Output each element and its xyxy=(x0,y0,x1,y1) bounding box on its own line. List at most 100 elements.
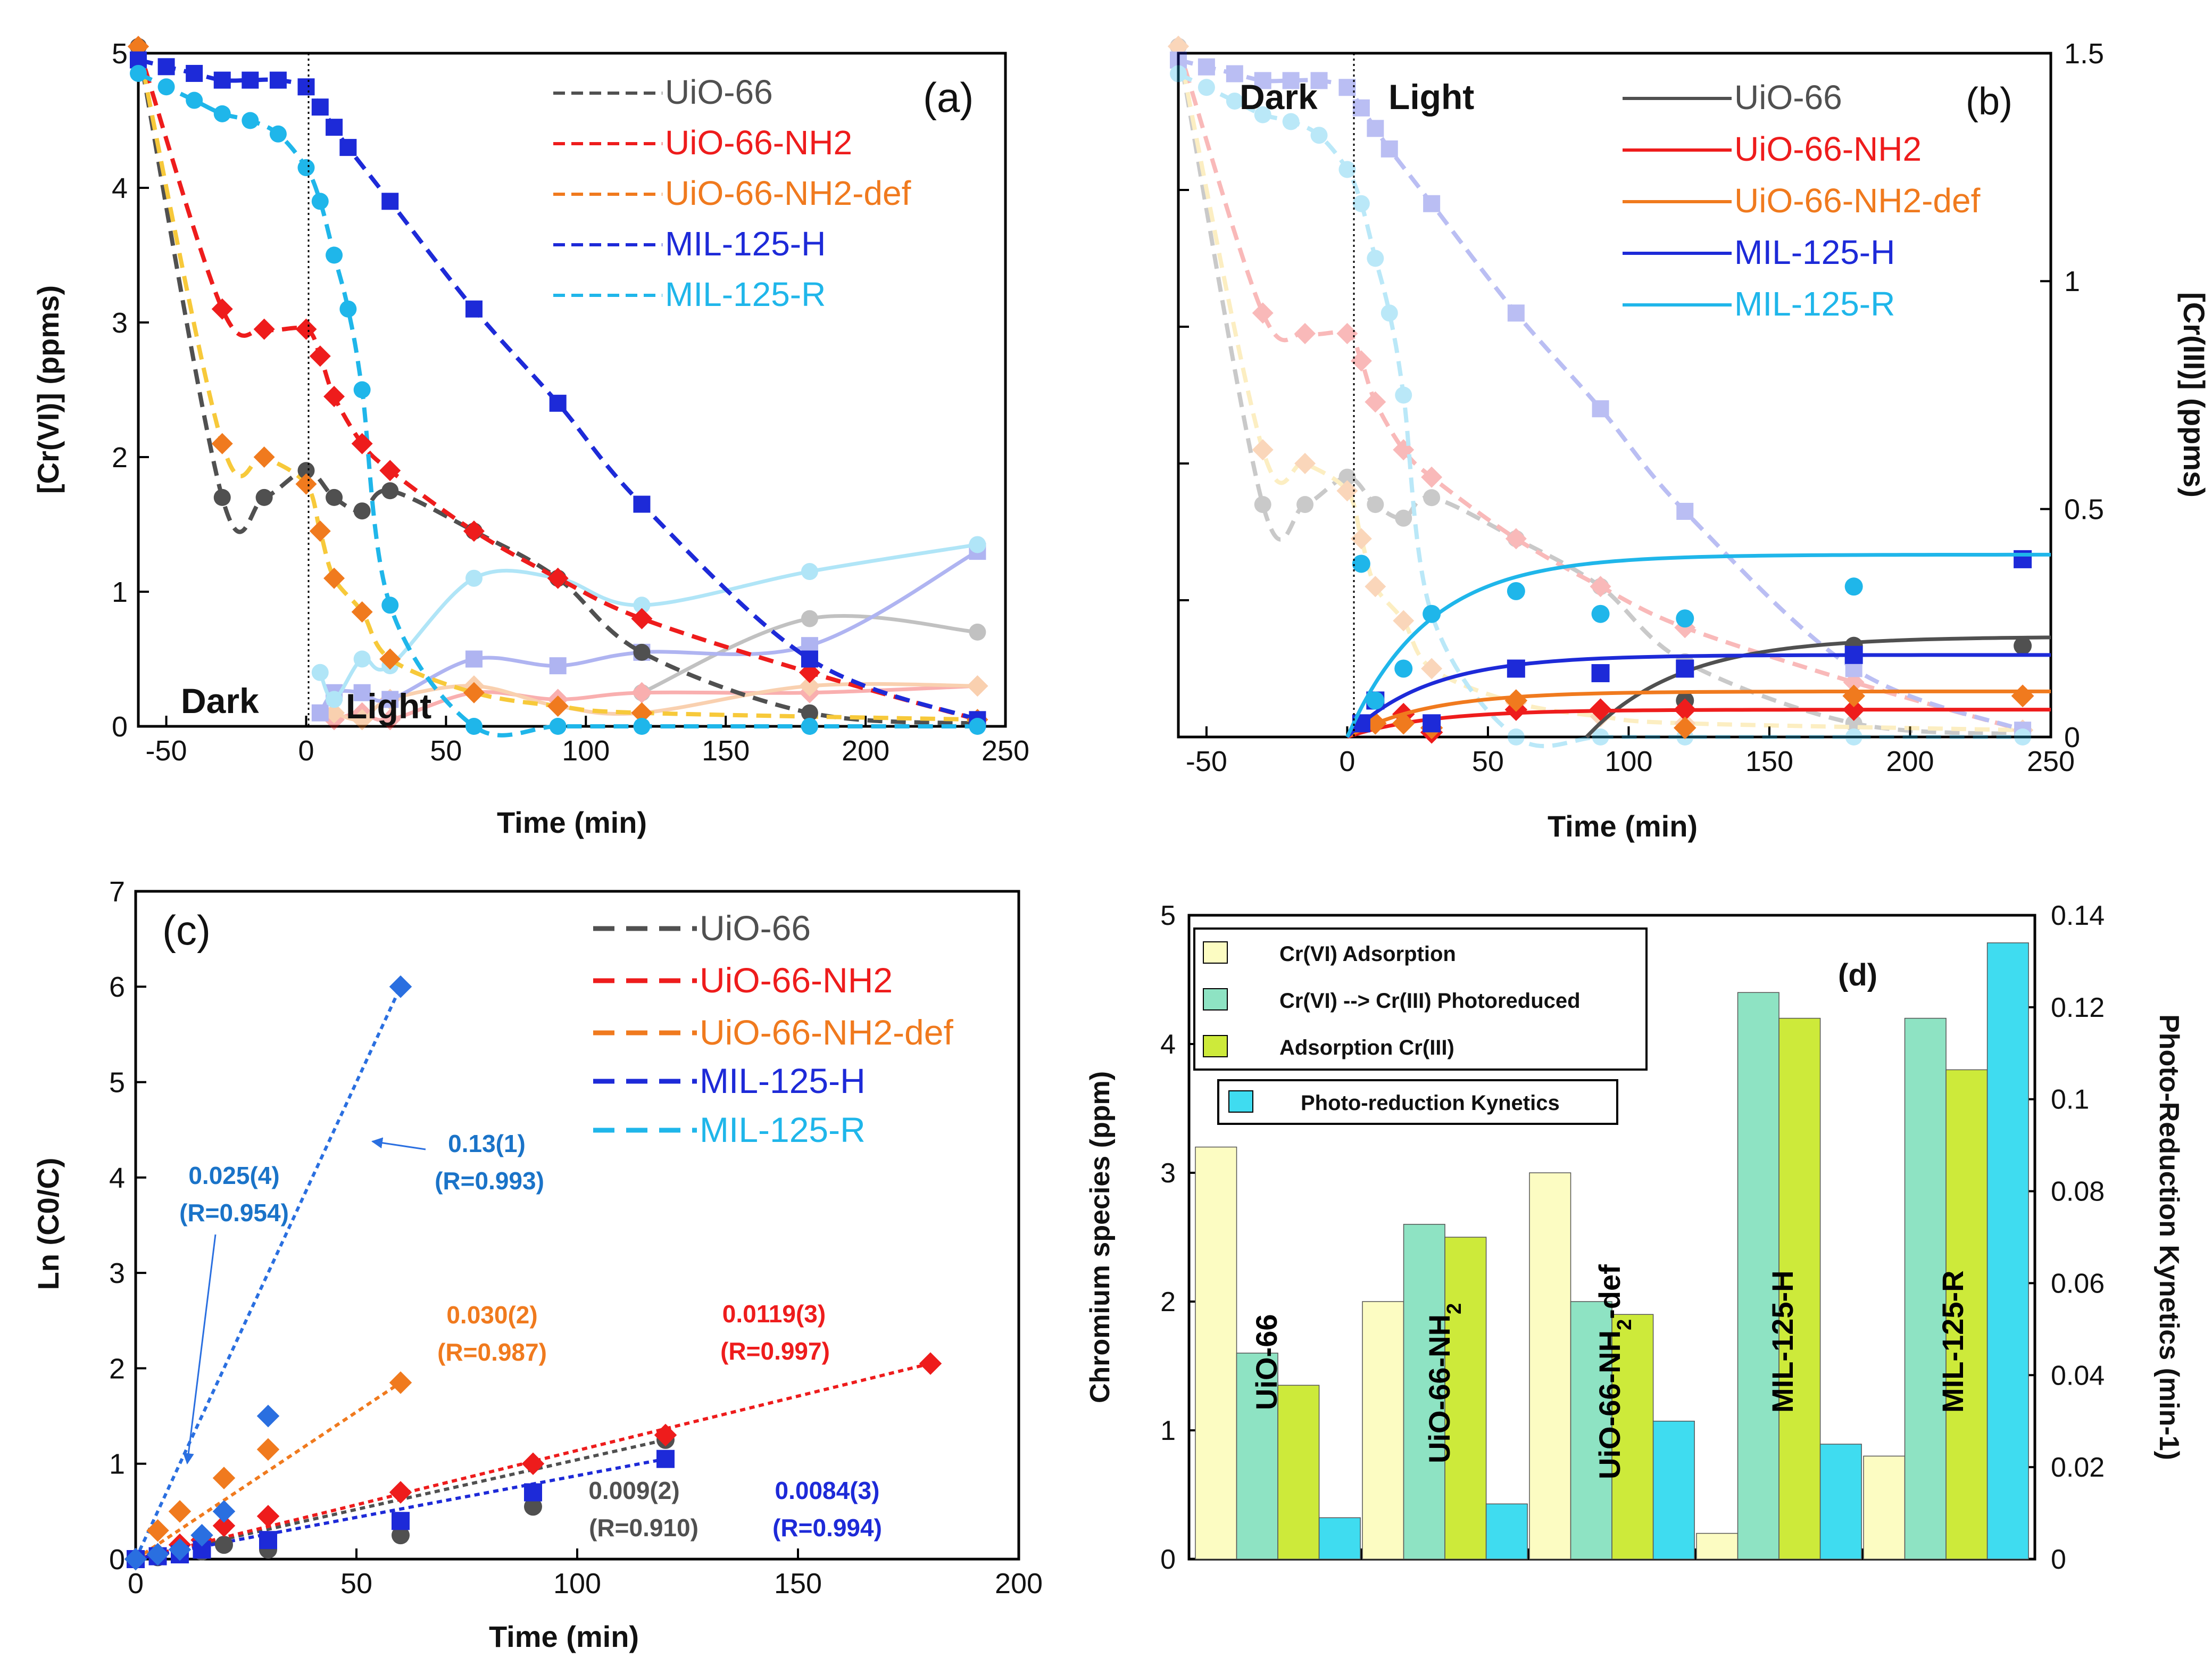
bar-adsorption-cr-iii--uio-66 xyxy=(1277,1385,1320,1560)
data-point-uio-66-nh2 xyxy=(253,318,275,340)
data-point-mil-125-h xyxy=(326,119,343,136)
data-point-uio-66-nh2-def xyxy=(211,433,233,454)
bar-adsorption-cr-iii--mil-125-h xyxy=(1778,1017,1821,1560)
data-point-uio-66-nh2-def xyxy=(631,702,653,724)
x-tick-label: 50 xyxy=(340,1568,372,1600)
faded-curve-uio-66 xyxy=(641,614,978,694)
data-point-mil-125-r xyxy=(256,1404,280,1428)
data-point-uio-66-nh2 xyxy=(211,298,233,320)
faded-point-mil-125-h xyxy=(465,650,483,668)
faded-point-mil-125-r xyxy=(633,597,651,614)
faded-point-mil-125-r xyxy=(1381,304,1398,322)
data-point-mil-125-r xyxy=(212,1500,236,1523)
y-tick-label-right: 0 xyxy=(2051,1544,2066,1575)
faded-point-uio-66-nh2 xyxy=(1505,528,1527,550)
legend-item-photoreduced: Cr(VI) --> Cr(III) Photoreduced xyxy=(1203,988,1581,1013)
faded-point-uio-66-nh2 xyxy=(1168,36,1189,57)
data-point-mil-125-r xyxy=(1366,691,1385,710)
faded-point-mil-125-h xyxy=(353,684,371,701)
panel-c-series xyxy=(124,975,942,1571)
legend-label: MIL-125-R xyxy=(665,275,826,313)
data-point-uio-66-nh2-def xyxy=(212,1467,236,1489)
y-tick-label: 5 xyxy=(112,38,128,70)
faded-point-mil-125-h xyxy=(1381,140,1398,158)
bar-photo-reduction-kynetics-uio-66 xyxy=(1318,1517,1361,1560)
data-point-uio-66-nh2-def xyxy=(253,446,275,468)
data-point-mil-125-h xyxy=(297,78,315,96)
data-point-mil-125-r xyxy=(801,718,818,735)
panel-a-title: (a) xyxy=(923,74,974,121)
faded-point-mil-125-h xyxy=(1352,99,1370,117)
faded-point-uio-66-nh2-def xyxy=(1252,439,1274,461)
category-label-uio66-nh2-def: UiO-66-NH2-def xyxy=(1593,1264,1636,1479)
y-tick-label: 3 xyxy=(109,1257,125,1289)
bar-cr-vi-cr-iii-photoreduced-mil-125-r xyxy=(1904,1017,1947,1560)
y-tick-label: 6 xyxy=(109,971,125,1003)
data-point-mil-125-r xyxy=(969,718,986,735)
faded-point-mil-125-r xyxy=(1198,79,1215,96)
legend-item-mil125r: MIL-125-R xyxy=(593,1110,866,1149)
data-point-mil-125-h xyxy=(465,300,483,318)
data-point-mil-125-h xyxy=(242,71,259,89)
data-point-mil-125-r xyxy=(124,1547,147,1571)
bar-cr-vi-cr-iii-photoreduced-uio-66-nh2-def xyxy=(1570,1301,1612,1560)
faded-point-uio-66-nh2-def xyxy=(1336,480,1358,502)
legend-label: MIL-125-R xyxy=(700,1110,866,1149)
faded-point-uio-66 xyxy=(1592,578,1609,595)
data-point-mil-125-r xyxy=(1676,609,1694,628)
faded-point-uio-66-nh2-def xyxy=(1421,658,1443,680)
faded-point-mil-125-h xyxy=(1423,195,1441,212)
data-point-mil-125-r xyxy=(381,597,399,614)
panel-b-light-label: Light xyxy=(1388,77,1474,117)
y-tick-label: 1.5 xyxy=(2064,38,2104,70)
x-tick-label: 100 xyxy=(553,1568,601,1600)
data-point-uio-66-nh2-def xyxy=(1674,716,1697,740)
data-point-mil-125-h xyxy=(801,650,818,668)
faded-point-uio-66 xyxy=(633,684,651,701)
x-tick-label: 150 xyxy=(774,1568,822,1600)
data-point-mil-125-r xyxy=(130,64,147,82)
fit-line-mil-125-r xyxy=(134,986,402,1560)
data-point-mil-125-h xyxy=(1676,659,1694,678)
x-tick-label: 200 xyxy=(995,1568,1043,1600)
x-tick-label: 200 xyxy=(1886,745,1934,777)
data-point-uio-66 xyxy=(326,488,343,506)
faded-curve-mil-125-h xyxy=(318,550,979,714)
data-point-mil-125-r xyxy=(353,381,371,399)
data-point-mil-125-h xyxy=(381,193,399,210)
faded-point-mil-125-r xyxy=(1170,65,1187,82)
data-point-mil-125-r xyxy=(1844,577,1863,596)
data-point-uio-66-nh2 xyxy=(323,386,345,408)
faded-point-mil-125-r xyxy=(1592,728,1609,745)
data-point-mil-125-h xyxy=(1591,664,1610,683)
panel-c-ylabel-text: Ln (C0/C) xyxy=(31,1158,65,1290)
panel-d-legend-box xyxy=(1193,927,1648,1071)
data-point-mil-125-h xyxy=(269,71,287,89)
data-point-mil-125-r xyxy=(213,105,231,122)
faded-point-mil-125-r xyxy=(1352,195,1370,212)
faded-point-uio-66-nh2 xyxy=(1350,350,1372,372)
data-point-mil-125-h xyxy=(213,71,231,89)
y-tick-label-right: 0.04 xyxy=(2051,1360,2105,1391)
faded-point-uio-66 xyxy=(1423,489,1441,507)
category-label-uio66-nh2: UiO-66-NH2 xyxy=(1423,1303,1466,1463)
data-point-mil-125-r xyxy=(465,718,483,735)
data-point-mil-125-h xyxy=(524,1483,542,1502)
legend-label: UiO-66 xyxy=(1734,78,1842,117)
y-tick-label: 0 xyxy=(112,711,128,743)
legend-item-mil125r: MIL-125-R xyxy=(553,275,826,313)
fit-k-uio66-nh2-def: 0.030(2) xyxy=(446,1301,537,1329)
legend-item-uio66-nh2-def: UiO-66-NH2-def xyxy=(593,1013,953,1052)
data-point-mil-125-r xyxy=(1394,659,1413,678)
y-tick-label: 1 xyxy=(2064,266,2080,297)
faded-point-uio-66-nh2-def xyxy=(1393,610,1415,632)
data-point-uio-66-nh2-def xyxy=(295,473,317,495)
fit-arrow-013 xyxy=(371,1137,426,1150)
data-point-mil-125-h xyxy=(339,139,357,156)
panel-a-dark-label: Dark xyxy=(181,681,259,720)
fit-r-uio66-nh2: (R=0.997) xyxy=(720,1337,830,1365)
data-point-mil-125-r xyxy=(549,718,567,735)
svg-text:Photo-Reduction Kynetics (min-: Photo-Reduction Kynetics (min-1) xyxy=(2153,1014,2184,1460)
